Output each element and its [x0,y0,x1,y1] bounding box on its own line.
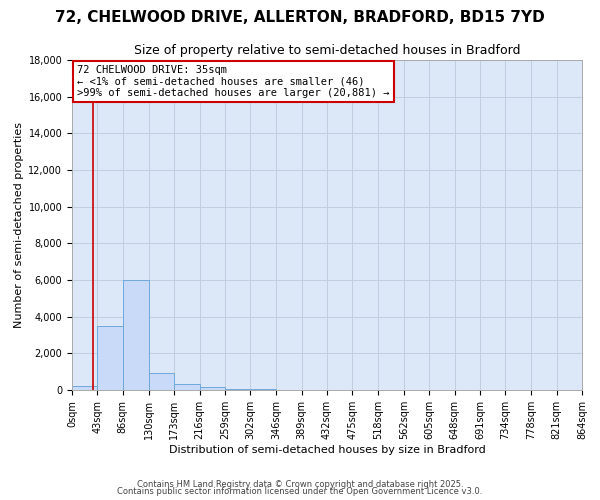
Bar [72,386,97,390]
Text: Contains HM Land Registry data © Crown copyright and database right 2025.: Contains HM Land Registry data © Crown c… [137,480,463,489]
Text: Contains public sector information licensed under the Open Government Licence v3: Contains public sector information licen… [118,488,482,496]
Bar [174,384,199,390]
Bar [149,372,174,390]
Bar [199,387,225,390]
X-axis label: Distribution of semi-detached houses by size in Bradford: Distribution of semi-detached houses by … [169,444,485,454]
Bar [123,280,149,390]
Text: 72 CHELWOOD DRIVE: 35sqm
← <1% of semi-detached houses are smaller (46)
>99% of : 72 CHELWOOD DRIVE: 35sqm ← <1% of semi-d… [77,65,389,98]
Title: Size of property relative to semi-detached houses in Bradford: Size of property relative to semi-detach… [134,44,520,58]
Y-axis label: Number of semi-detached properties: Number of semi-detached properties [14,122,24,328]
Bar [225,389,250,390]
Text: 72, CHELWOOD DRIVE, ALLERTON, BRADFORD, BD15 7YD: 72, CHELWOOD DRIVE, ALLERTON, BRADFORD, … [55,10,545,25]
Bar [97,326,123,390]
